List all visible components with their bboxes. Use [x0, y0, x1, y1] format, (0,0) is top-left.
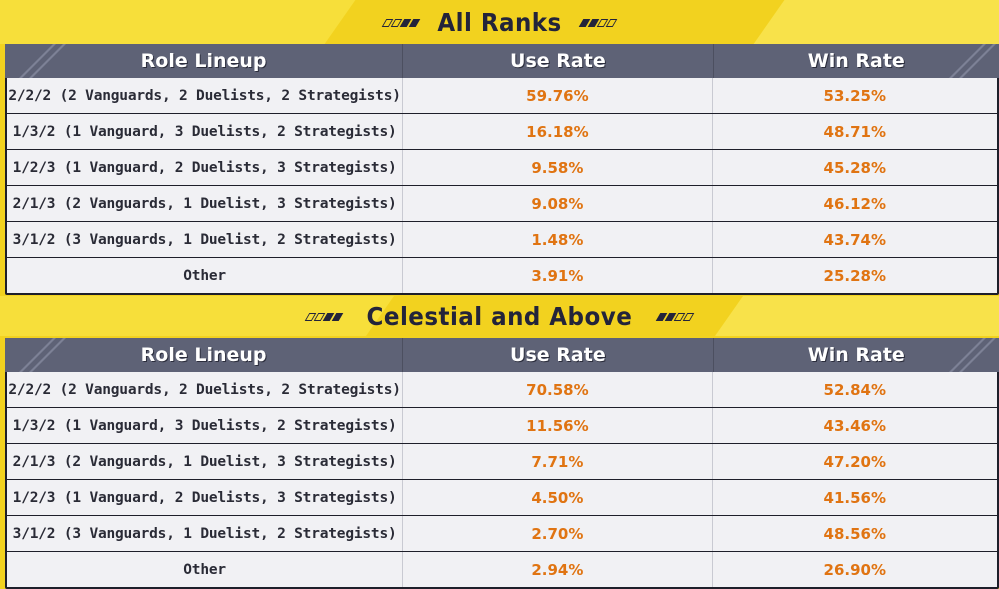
table-row: Other 3.91% 25.28% — [7, 258, 997, 293]
cell-use-rate: 7.71% — [402, 444, 711, 479]
cell-lineup: 1/3/2 (1 Vanguard, 3 Duelists, 2 Strateg… — [12, 123, 397, 140]
cell-lineup: Other — [183, 267, 226, 284]
table-row: 2/2/2 (2 Vanguards, 2 Duelists, 2 Strate… — [7, 372, 997, 407]
table-row: Other 2.94% 26.90% — [7, 552, 997, 587]
cell-lineup: 2/2/2 (2 Vanguards, 2 Duelists, 2 Strate… — [8, 381, 401, 398]
table-header: Role Lineup Use Rate Win Rate — [5, 44, 999, 78]
table-row: 1/2/3 (1 Vanguard, 2 Duelists, 3 Strateg… — [7, 150, 997, 185]
table-row: 1/3/2 (1 Vanguard, 3 Duelists, 2 Strateg… — [7, 408, 997, 443]
cell-win-rate: 41.56% — [711, 480, 997, 515]
section-title-text: All Ranks — [437, 8, 562, 37]
table-row: 2/1/3 (2 Vanguards, 1 Duelist, 3 Strateg… — [7, 444, 997, 479]
cell-win-rate: 48.56% — [711, 516, 997, 551]
cell-lineup: Other — [183, 561, 226, 578]
table-row: 3/1/2 (3 Vanguards, 1 Duelist, 2 Strateg… — [7, 516, 997, 551]
cell-lineup: 1/2/3 (1 Vanguard, 2 Duelists, 3 Strateg… — [12, 159, 397, 176]
table-row: 2/2/2 (2 Vanguards, 2 Duelists, 2 Strate… — [7, 78, 997, 113]
header-win-rate: Win Rate — [712, 338, 999, 372]
cell-lineup: 2/2/2 (2 Vanguards, 2 Duelists, 2 Strate… — [8, 87, 401, 104]
cell-use-rate: 9.58% — [402, 150, 711, 185]
cell-use-rate: 2.94% — [402, 552, 711, 587]
cell-lineup: 2/1/3 (2 Vanguards, 1 Duelist, 3 Strateg… — [12, 195, 397, 212]
cell-lineup: 1/3/2 (1 Vanguard, 3 Duelists, 2 Strateg… — [12, 417, 397, 434]
header-use-rate: Use Rate — [402, 338, 712, 372]
section-title-text: Celestial and Above — [366, 302, 633, 331]
cell-win-rate: 25.28% — [711, 258, 997, 293]
cell-win-rate: 48.71% — [711, 114, 997, 149]
cell-use-rate: 4.50% — [402, 480, 711, 515]
cell-win-rate: 46.12% — [711, 186, 997, 221]
cell-use-rate: 70.58% — [402, 372, 711, 407]
header-role-lineup: Role Lineup — [140, 344, 267, 366]
table-all-ranks: Role Lineup Use Rate Win Rate 2/2/2 (2 V… — [5, 44, 999, 295]
cell-win-rate: 52.84% — [711, 372, 997, 407]
section-title-all-ranks: All Ranks — [0, 8, 999, 37]
section-title-celestial: Celestial and Above — [0, 302, 999, 331]
table-header: Role Lineup Use Rate Win Rate — [5, 338, 999, 372]
header-win-rate: Win Rate — [712, 44, 999, 78]
cell-use-rate: 16.18% — [402, 114, 711, 149]
right-deco-icon — [655, 312, 695, 321]
left-deco-icon — [381, 18, 421, 27]
header-use-rate: Use Rate — [402, 44, 712, 78]
table-row: 1/2/3 (1 Vanguard, 2 Duelists, 3 Strateg… — [7, 480, 997, 515]
cell-win-rate: 26.90% — [711, 552, 997, 587]
table-celestial-and-above: Role Lineup Use Rate Win Rate 2/2/2 (2 V… — [5, 338, 999, 589]
cell-use-rate: 3.91% — [402, 258, 711, 293]
cell-use-rate: 59.76% — [402, 78, 711, 113]
cell-win-rate: 43.74% — [711, 222, 997, 257]
cell-use-rate: 9.08% — [402, 186, 711, 221]
cell-win-rate: 45.28% — [711, 150, 997, 185]
cell-use-rate: 11.56% — [402, 408, 711, 443]
table-row: 1/3/2 (1 Vanguard, 3 Duelists, 2 Strateg… — [7, 114, 997, 149]
cell-win-rate: 53.25% — [711, 78, 997, 113]
table-row: 3/1/2 (3 Vanguards, 1 Duelist, 2 Strateg… — [7, 222, 997, 257]
cell-use-rate: 1.48% — [402, 222, 711, 257]
table-row: 2/1/3 (2 Vanguards, 1 Duelist, 3 Strateg… — [7, 186, 997, 221]
cell-lineup: 3/1/2 (3 Vanguards, 1 Duelist, 2 Strateg… — [12, 231, 397, 248]
left-deco-icon — [304, 312, 344, 321]
cell-use-rate: 2.70% — [402, 516, 711, 551]
right-deco-icon — [578, 18, 618, 27]
cell-lineup: 3/1/2 (3 Vanguards, 1 Duelist, 2 Strateg… — [12, 525, 397, 542]
cell-lineup: 1/2/3 (1 Vanguard, 2 Duelists, 3 Strateg… — [12, 489, 397, 506]
cell-win-rate: 43.46% — [711, 408, 997, 443]
cell-win-rate: 47.20% — [711, 444, 997, 479]
header-role-lineup: Role Lineup — [140, 50, 267, 72]
cell-lineup: 2/1/3 (2 Vanguards, 1 Duelist, 3 Strateg… — [12, 453, 397, 470]
